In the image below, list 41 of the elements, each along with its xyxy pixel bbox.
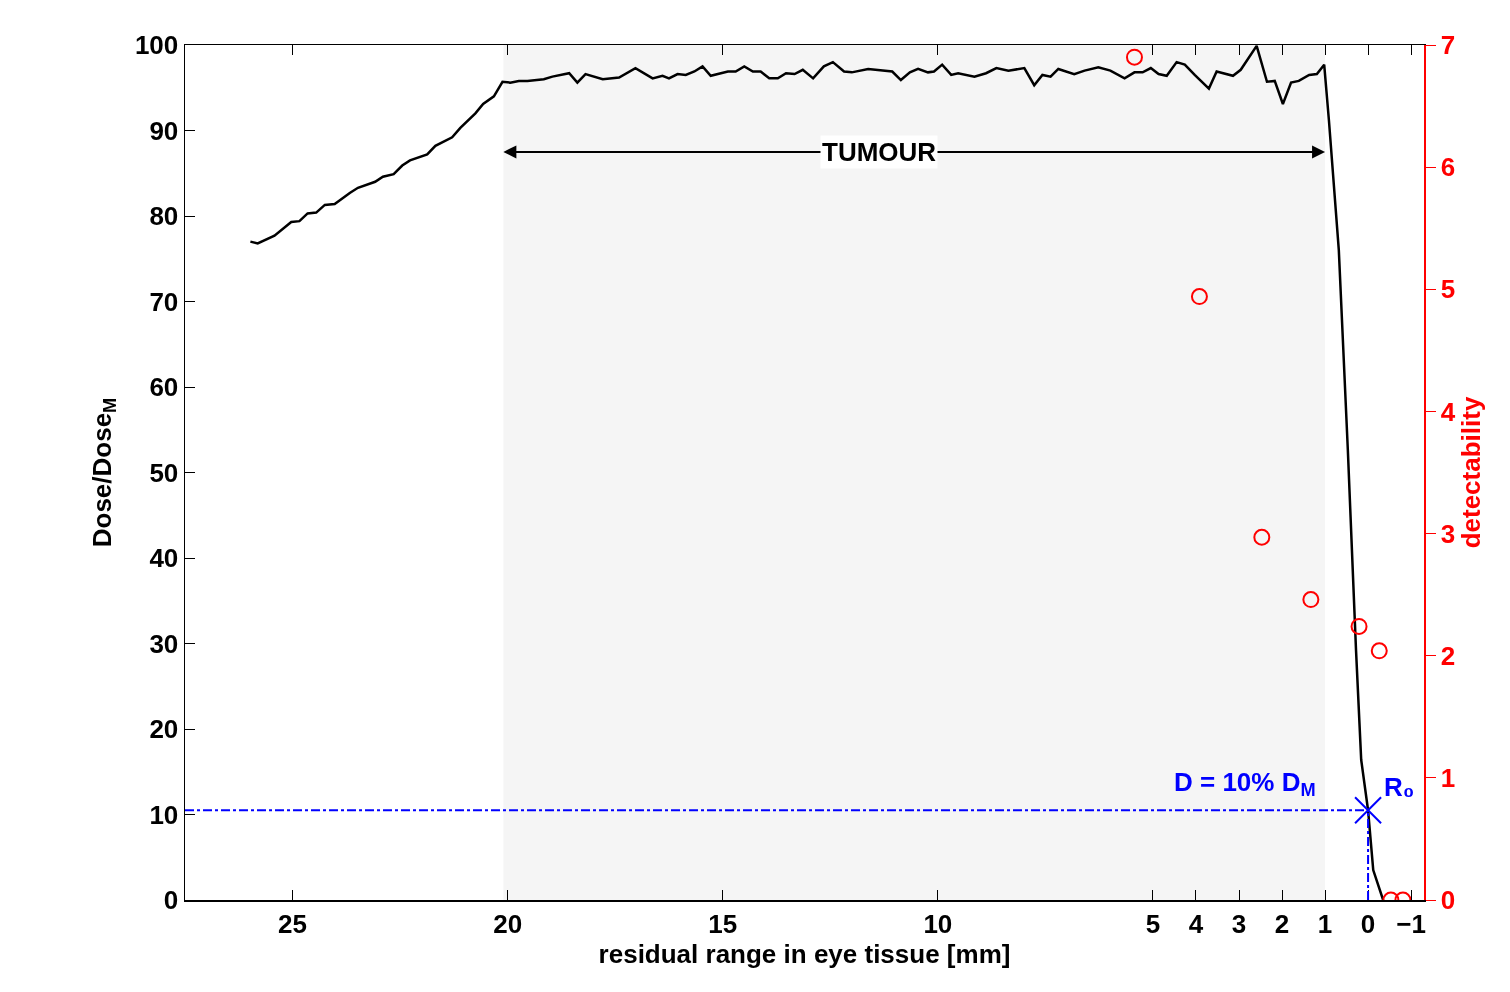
y2-tick-label: 1 [1440,762,1456,793]
point [1253,528,1271,546]
y-tick-label: 70 [149,286,179,317]
point [1190,288,1208,306]
x-tick-label: 1 [1317,908,1333,939]
y2-tick-label: 0 [1440,885,1456,916]
y2-tick-label: 3 [1440,518,1456,549]
y-tick-label: 20 [149,714,179,745]
point [1370,642,1388,660]
y-tick-label: 60 [149,372,179,403]
y-tick-label: 50 [149,457,179,488]
y2-tick-label: 2 [1440,640,1456,671]
x-tick-label: 10 [923,908,953,939]
x-axis-title: residual range in eye tissue [mm] [598,938,1011,969]
y-tick-label: 0 [163,885,179,916]
y2-tick-label: 7 [1440,30,1456,61]
x-tick-label: 4 [1188,908,1204,939]
x-tick-label: 20 [493,908,523,939]
y2-tick-label: 6 [1440,152,1456,183]
x-tick-label: 3 [1231,908,1247,939]
y-tick-label: 40 [149,543,179,574]
x-tick-label: 15 [708,908,738,939]
y-tick-label: 10 [149,799,179,830]
y2-tick-label: 5 [1440,274,1456,305]
ref-line-label: D = 10% D$_{M}$ [1174,767,1316,801]
point [1125,48,1143,66]
x-tick-label: 2 [1274,908,1290,939]
annotation: R₀ [1384,772,1415,802]
y-tick-label: 90 [149,115,179,146]
point [1302,591,1320,609]
y2-axis-title: detectability [1455,396,1486,549]
x-tick-label: 5 [1145,908,1161,939]
x-tick-label: 25 [278,908,308,939]
y2-tick-label: 4 [1440,396,1456,427]
point [1350,617,1368,635]
x-tick-label: −1 [1396,908,1426,939]
x-tick-label: 0 [1360,908,1376,939]
band-label: TUMOUR [822,137,937,167]
y-tick-label: 30 [149,628,179,659]
y-tick-label: 100 [134,30,179,61]
y-tick-label: 80 [149,201,179,232]
